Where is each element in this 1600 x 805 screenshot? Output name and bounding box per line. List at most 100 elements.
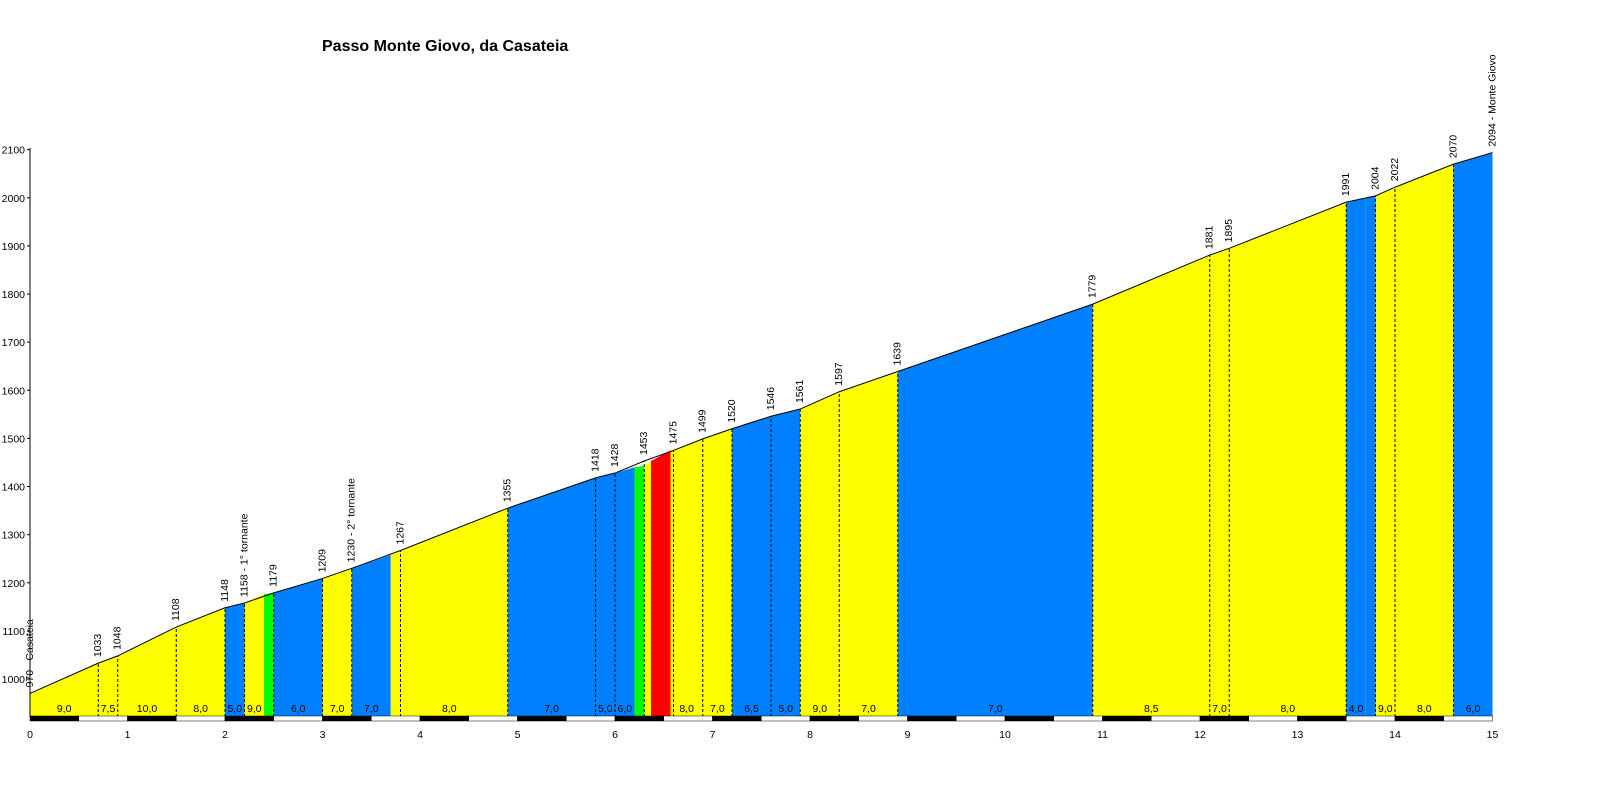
grade-label: 9,0 [1378,703,1393,715]
grade-label: 7,0 [988,703,1003,715]
profile-segment [634,465,645,717]
x-tick-label: 0 [27,729,33,741]
x-tick-label: 15 [1487,729,1499,741]
profile-segment [117,627,177,717]
profile-segment [644,461,652,717]
y-tick-label: 1100 [2,626,25,638]
km-bar-section [1151,715,1201,722]
profile-segment [390,508,508,717]
x-tick-label: 13 [1292,729,1304,741]
elevation-label: 1475 [668,421,680,445]
grade-label: 6,0 [617,703,632,715]
y-tick-label: 1500 [2,433,26,445]
profile-segment [651,450,671,717]
profile-segment [1346,198,1366,718]
x-tick-label: 7 [710,729,716,741]
grade-label: 9,0 [812,703,827,715]
km-bar-section [761,715,811,722]
x-tick-label: 1 [125,729,131,741]
km-bar-section [517,715,567,722]
km-bar-section [809,715,859,722]
profile-segment [702,428,732,717]
grade-label: 9,0 [57,703,72,715]
elevation-label: 1546 [765,387,777,411]
profile-segment [322,568,352,717]
x-tick-label: 6 [612,729,618,741]
profile-segment [264,592,274,717]
grade-label: 5,0 [598,703,613,715]
elevation-label: 1991 [1340,173,1352,197]
elevation-label: 1499 [697,409,709,433]
elevation-label: 1639 [892,342,904,366]
profile-segment [771,409,801,717]
profile-segment [839,371,898,717]
km-bar-section [419,715,469,722]
grade-label: 7,0 [710,703,725,715]
segments-layer [30,152,1493,718]
outline-layer [29,152,1493,694]
elevation-label: 2070 [1448,135,1460,159]
grade-label: 8,0 [679,703,694,715]
x-tick-label: 3 [320,729,326,741]
x-tick-label: 14 [1389,729,1401,741]
km-bar-section [1394,715,1444,722]
km-bar-section [1346,715,1396,722]
elevation-label: 1033 [92,634,104,658]
grade-label: 7,0 [330,703,345,715]
grade-label: 8,0 [193,703,208,715]
profile-segment [595,473,615,717]
x-tick-label: 9 [905,729,911,741]
km-bar-section [663,715,713,722]
grade-label: 10,0 [137,703,158,715]
x-tick-label: 11 [1097,729,1108,741]
km-bar-section [322,715,372,722]
km-bar-section [1053,715,1103,722]
profile-segment [615,467,635,717]
y-tick-label: 1700 [2,337,26,349]
km-bar-section [468,715,518,722]
profile-segment [897,304,1093,717]
elevation-label: 2004 [1370,166,1382,190]
y-tick-label: 1600 [2,385,26,397]
km-bar-section [907,715,957,722]
profile-segment [1375,187,1395,717]
elevation-label: 1267 [395,521,407,545]
km-bar-section [956,715,1006,722]
elevation-label: 1428 [609,444,621,468]
grade-label: 6,0 [291,703,306,715]
elevation-label: 1895 [1223,219,1235,243]
profile-segment [244,594,264,717]
grade-label: 7,0 [544,703,559,715]
elevation-label: 1418 [590,448,602,472]
y-tick-label: 1900 [2,241,26,253]
elevation-label: 1779 [1087,275,1099,299]
grade-label: 8,5 [1144,703,1159,715]
elevation-label: 1048 [112,626,124,650]
km-bar-section [176,715,226,722]
axes-layer: 1000110012001300140015001600170018001900… [2,145,1499,741]
x-tick-label: 2 [222,729,228,741]
km-bar-layer [29,715,1493,722]
y-tick-label: 1400 [2,482,26,494]
elevation-label: 1597 [833,362,845,386]
km-bar-section [1102,715,1152,722]
grade-label: 5,0 [778,703,793,715]
profile-segment [176,607,225,717]
profile-segment [30,663,99,717]
km-bar-section [1297,715,1347,722]
elevation-label: 1148 [219,579,231,602]
grade-label: 7,0 [861,703,876,715]
km-bar-section [78,715,128,722]
km-bar-section [1248,715,1298,722]
profile-segment [273,578,323,717]
km-bar-section [371,715,421,722]
grade-label: 7,0 [1212,703,1227,715]
elevation-label: 1520 [726,399,738,423]
elevation-label: 2022 [1389,158,1401,182]
y-tick-label: 2000 [2,193,26,205]
profile-segment [351,554,391,717]
elevation-label: 1561 [794,380,806,404]
grade-label: 9,0 [247,703,262,715]
